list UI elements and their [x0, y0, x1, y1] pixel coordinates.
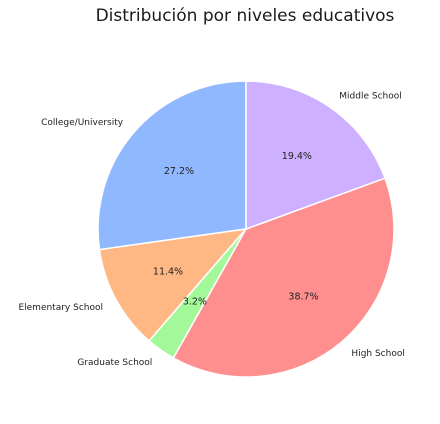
slice-category-label: Elementary School [18, 303, 103, 313]
pie-slice-college-university [97, 80, 247, 251]
pie-slice-middle-school [245, 80, 386, 231]
slice-category-label: College/University [41, 118, 124, 128]
slice-percent-label: 38.7% [288, 292, 318, 303]
slice-percent-label: 19.4% [282, 151, 312, 162]
pie-slice-high-school [172, 177, 395, 378]
slice-category-label: High School [351, 349, 404, 359]
slice-category-label: Middle School [339, 92, 401, 102]
slice-percent-label: 27.2% [164, 166, 194, 177]
slice-percent-label: 11.4% [153, 266, 183, 277]
slice-category-label: Graduate School [77, 358, 152, 368]
chart-title: Distribución por niveles educativos [95, 6, 395, 26]
slice-percent-label: 3.2% [183, 297, 207, 308]
pie-slice-elementary-school [98, 227, 248, 342]
